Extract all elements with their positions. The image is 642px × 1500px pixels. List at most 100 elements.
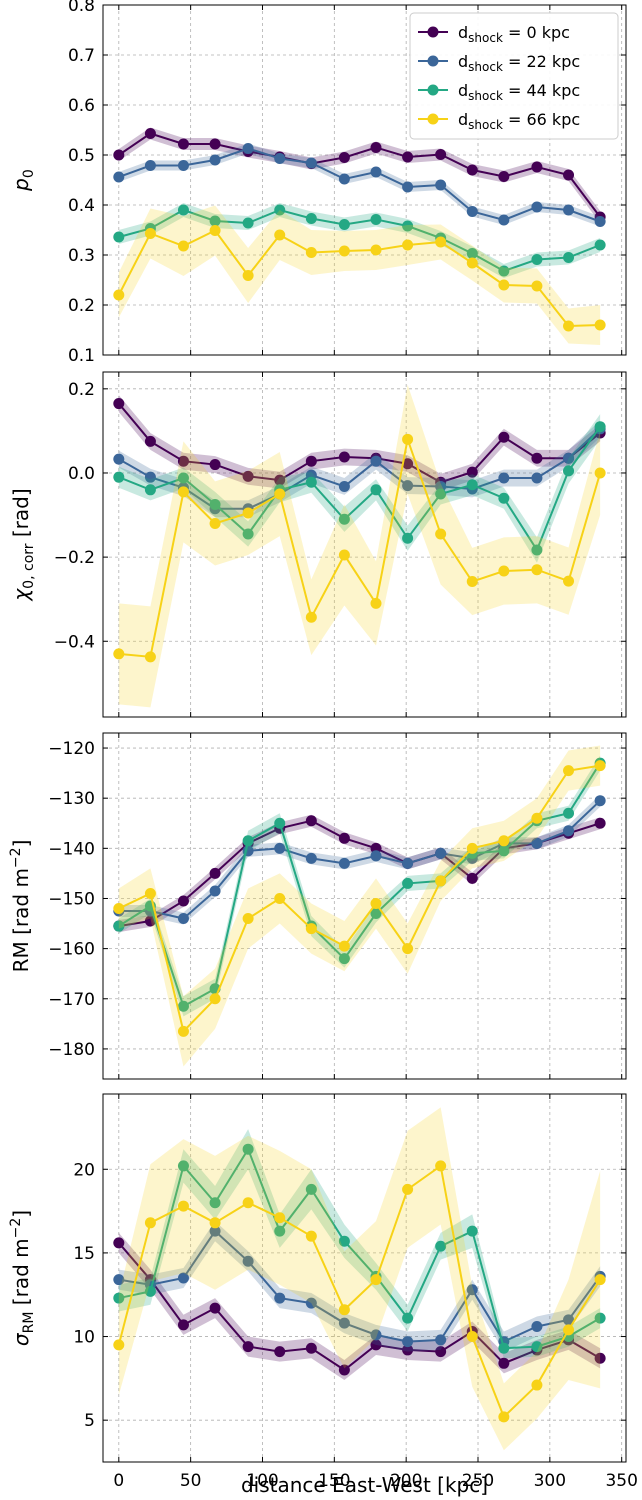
ticks: 0.1 0.2 0.3 0.4 0.5 0.6 0.7 0.8 bbox=[68, 0, 626, 366]
point-d0 bbox=[113, 1237, 125, 1249]
point-d44 bbox=[370, 484, 382, 496]
point-d44 bbox=[274, 1225, 286, 1237]
line-d66 bbox=[117, 229, 601, 328]
point-d0 bbox=[370, 1339, 382, 1351]
point-d22 bbox=[209, 1225, 221, 1237]
point-d44 bbox=[305, 213, 317, 224]
point-d22 bbox=[113, 453, 125, 465]
point-d0 bbox=[370, 842, 382, 854]
point-d66 bbox=[305, 611, 317, 623]
point-d66 bbox=[563, 320, 575, 332]
point-d44 bbox=[242, 1143, 254, 1155]
point-d0 bbox=[177, 138, 189, 150]
point-d66 bbox=[594, 319, 606, 331]
x-tick-label: 300 bbox=[534, 1471, 566, 1491]
point-d44 bbox=[177, 1160, 189, 1172]
point-d66 bbox=[144, 651, 156, 663]
point-d0 bbox=[531, 161, 543, 173]
point-d66 bbox=[113, 903, 125, 915]
point-d44 bbox=[370, 908, 382, 920]
x-tick-label: 350 bbox=[605, 1471, 637, 1491]
point-d22 bbox=[177, 160, 189, 171]
point-d22 bbox=[305, 157, 317, 169]
axes-frame bbox=[102, 1093, 627, 1463]
point-d22 bbox=[435, 1334, 447, 1346]
point-d22 bbox=[177, 913, 189, 925]
point-d22 bbox=[563, 204, 575, 216]
point-d66 bbox=[305, 247, 317, 258]
series-group bbox=[113, 384, 606, 708]
point-d66 bbox=[242, 507, 254, 519]
point-d44 bbox=[466, 479, 478, 491]
panel-1: −0.4 −0.2 0.0 0.2 χ0, corr [rad] bbox=[9, 371, 627, 718]
point-d66 bbox=[594, 760, 606, 772]
point-d0 bbox=[113, 398, 125, 410]
point-d44 bbox=[338, 1235, 350, 1247]
point-d22 bbox=[563, 825, 575, 837]
point-d0 bbox=[113, 149, 125, 161]
point-d66 bbox=[498, 279, 510, 291]
y-tick-label: −180 bbox=[48, 1040, 95, 1060]
line-d0 bbox=[118, 1242, 601, 1372]
axes-frame bbox=[102, 371, 627, 718]
point-d22 bbox=[242, 143, 254, 154]
point-d44 bbox=[177, 204, 189, 216]
point-d0 bbox=[338, 1364, 350, 1376]
y-tick-label: −140 bbox=[48, 839, 95, 859]
y-tick-label: 0.4 bbox=[68, 196, 95, 216]
series-group bbox=[113, 745, 606, 1067]
point-d22 bbox=[466, 206, 478, 217]
point-d66 bbox=[338, 245, 350, 257]
point-d0 bbox=[305, 455, 317, 467]
x-tick-label: 200 bbox=[390, 1471, 422, 1491]
point-d66 bbox=[466, 842, 478, 854]
point-d44 bbox=[209, 1197, 221, 1209]
point-d66 bbox=[209, 993, 221, 1005]
y-tick-label: 15 bbox=[73, 1244, 95, 1264]
x-tick-label: 100 bbox=[246, 1471, 278, 1491]
axes-frame bbox=[102, 4, 627, 356]
point-d66 bbox=[435, 1160, 447, 1172]
point-d66 bbox=[531, 1379, 543, 1391]
point-d22 bbox=[563, 1314, 575, 1326]
legend: dshock = 0 kpc dshock = 22 kpc dshock = 44… bbox=[409, 12, 619, 140]
x-tick-label: 0 bbox=[113, 1471, 124, 1491]
x-axis-label: distance East-West [kpc] bbox=[241, 1473, 488, 1497]
y-axis-label: p0 bbox=[9, 169, 37, 192]
point-d0 bbox=[338, 451, 350, 463]
point-d0 bbox=[177, 1319, 189, 1331]
legend-entry-d0: dshock = 0 kpc bbox=[418, 23, 570, 45]
panels: 0.1 0.2 0.3 0.4 0.5 0.6 0.7 0.8 p0 −0.4 −0.2 0.0 0.2… bbox=[8, 0, 638, 1491]
axes-frame bbox=[102, 732, 627, 1080]
point-d66 bbox=[274, 229, 286, 241]
point-d0 bbox=[402, 458, 414, 470]
point-d22 bbox=[338, 857, 350, 869]
y-tick-label: −170 bbox=[48, 990, 95, 1010]
point-d22 bbox=[370, 166, 382, 178]
point-d0 bbox=[209, 1302, 221, 1314]
line-d0 bbox=[118, 819, 601, 928]
y-tick-label: 5 bbox=[84, 1411, 95, 1431]
y-tick-label: 0.2 bbox=[68, 296, 95, 316]
legend-box bbox=[409, 12, 619, 140]
point-d66 bbox=[498, 1411, 510, 1423]
legend-entry-d44: dshock = 44 kpc bbox=[418, 81, 580, 103]
point-d0 bbox=[435, 149, 447, 160]
point-d44 bbox=[113, 920, 125, 932]
point-d66 bbox=[242, 270, 254, 281]
point-d66 bbox=[531, 812, 543, 824]
point-d66 bbox=[594, 467, 606, 479]
x-tick-label: 150 bbox=[318, 1471, 350, 1491]
point-d22 bbox=[144, 160, 156, 171]
point-d66 bbox=[305, 1230, 317, 1242]
y-tick-label: 0.3 bbox=[68, 246, 95, 266]
point-d44 bbox=[274, 817, 286, 829]
point-d22 bbox=[144, 471, 156, 483]
point-d44 bbox=[594, 239, 606, 251]
point-d22 bbox=[113, 1274, 125, 1286]
point-d0 bbox=[338, 832, 350, 844]
point-d66 bbox=[531, 280, 543, 292]
legend-label: dshock = 66 kpc bbox=[458, 110, 580, 132]
point-d0 bbox=[209, 138, 221, 150]
